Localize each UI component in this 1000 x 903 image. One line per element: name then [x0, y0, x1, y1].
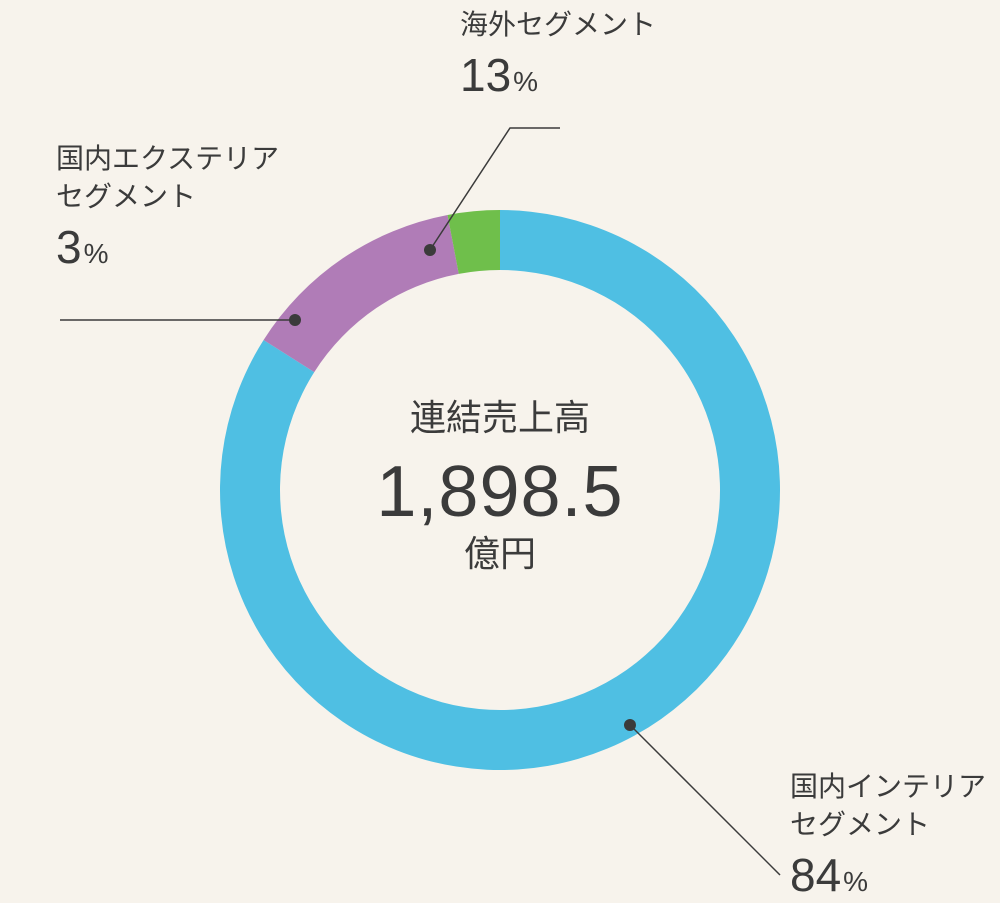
label-domestic-exterior-unit: %	[84, 238, 109, 269]
label-overseas-value: 13	[460, 49, 511, 101]
donut-chart: 連結売上高 1,898.5 億円 国内インテリア セグメント 84% 海外セグメ…	[0, 0, 1000, 903]
label-overseas: 海外セグメント 13%	[460, 6, 656, 106]
leader-dot-domestic-exterior	[289, 314, 301, 326]
label-domestic-exterior: 国内エクステリア セグメント 3%	[56, 140, 279, 278]
label-domestic-exterior-line1: 国内エクステリア	[56, 140, 279, 178]
leader-dot-overseas	[424, 244, 436, 256]
label-domestic-interior-line2: セグメント	[790, 806, 986, 844]
label-overseas-line1: 海外セグメント	[460, 6, 656, 44]
label-domestic-interior: 国内インテリア セグメント 84%	[790, 768, 986, 903]
center-title: 連結売上高	[0, 394, 1000, 443]
label-domestic-interior-line1: 国内インテリア	[790, 768, 986, 806]
label-domestic-exterior-value: 3	[56, 221, 82, 273]
center-unit: 億円	[0, 530, 1000, 579]
slice-overseas	[264, 215, 459, 372]
leader-dot-domestic-interior	[624, 719, 636, 731]
center-value: 1,898.5	[0, 444, 1000, 541]
label-domestic-interior-value: 84	[790, 849, 841, 901]
label-domestic-interior-unit: %	[843, 866, 868, 897]
label-overseas-unit: %	[513, 66, 538, 97]
label-domestic-exterior-line2: セグメント	[56, 178, 279, 216]
leader-domestic-interior	[630, 725, 780, 875]
